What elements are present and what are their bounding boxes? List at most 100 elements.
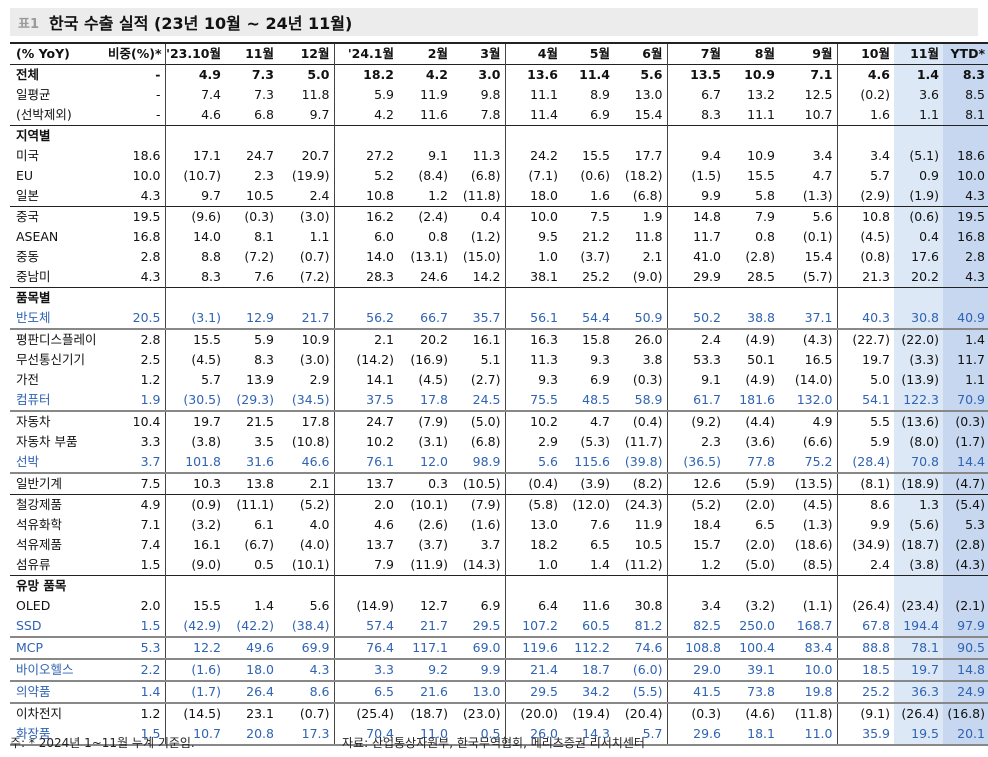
value-cell: (14.5) xyxy=(164,703,225,724)
value-cell: 81.2 xyxy=(614,616,667,638)
value-cell: 14.1 xyxy=(333,370,398,390)
row-label: 일본 xyxy=(16,188,40,203)
value-cell: 1.2 xyxy=(140,706,161,721)
value-cell: 7.5 xyxy=(590,209,610,224)
value-cell: 9.9 xyxy=(452,659,505,682)
value-cell: 5.5 xyxy=(836,411,894,432)
empty-cell xyxy=(666,125,725,146)
value-cell: 15.5 xyxy=(747,168,775,183)
value-cell: (3.7) xyxy=(418,537,448,552)
value-cell: 3.7 xyxy=(480,537,501,552)
value-cell: 3.6 xyxy=(894,85,943,105)
source-note: 자료: 산업통상자원부, 한국무역협회, 메리츠증권 리서치센터 xyxy=(342,736,645,750)
value-cell: 1.6 xyxy=(836,105,894,126)
row-label: 섬유류 xyxy=(16,557,51,572)
value-cell: 12.5 xyxy=(804,87,833,102)
value-cell: 8.1 xyxy=(254,229,274,244)
value-cell: 4.6 xyxy=(333,515,398,535)
empty-cell xyxy=(452,126,505,147)
value-cell: 18.2 xyxy=(504,535,562,555)
table-row: SSD 1.5 (42.9) (42.2) (38.4) 57.4 21.7 29.5 107.… xyxy=(10,616,988,638)
value-cell: 10.4 xyxy=(132,414,161,429)
value-cell: (3.9) xyxy=(580,476,610,491)
value-cell: (6.0) xyxy=(614,659,667,682)
empty-cell xyxy=(164,125,225,146)
value-cell: (38.4) xyxy=(278,616,334,638)
value-cell: (6.6) xyxy=(802,434,833,449)
empty-cell xyxy=(894,575,943,596)
value-cell: 9.5 xyxy=(504,227,562,247)
value-cell: (3.2) xyxy=(745,598,775,613)
value-cell: 16.1 xyxy=(472,332,501,347)
value-cell: 5.9 xyxy=(836,432,894,452)
row-label: OLED xyxy=(16,598,51,613)
value-cell: 20.2 xyxy=(894,267,943,288)
table-row: 화장품 1.5 10.7 20.8 17.3 70.4 11.0 0.5 26.0 14.3 5.7… xyxy=(10,724,988,746)
value-cell: 54.1 xyxy=(836,390,894,412)
value-cell: 2.1 xyxy=(333,329,398,350)
value-cell: 9.9 xyxy=(836,515,894,535)
value-cell: (5.9) xyxy=(745,476,775,491)
value-cell: 13.7 xyxy=(333,473,398,495)
value-cell: 5.6 xyxy=(504,452,562,474)
value-cell: (0.1) xyxy=(802,229,833,244)
row-label: 자동차 부품 xyxy=(16,434,78,449)
value-cell: (2.6) xyxy=(418,517,448,532)
value-cell: 100.4 xyxy=(725,637,779,660)
value-cell: 6.5 xyxy=(590,537,610,552)
value-cell: (2.1) xyxy=(943,596,988,616)
value-cell: 57.4 xyxy=(333,616,398,638)
value-cell: (9.0) xyxy=(632,269,663,284)
header-cell: 비중(%)* xyxy=(108,46,162,61)
value-cell: 1.4 xyxy=(254,598,274,613)
footnote: 주: * 2024년 1~11월 누계 기준임. xyxy=(10,736,195,750)
empty-cell xyxy=(725,126,779,147)
value-cell: 69.9 xyxy=(278,637,334,660)
value-cell: 9.1 xyxy=(666,370,725,390)
row-label: 중동 xyxy=(16,249,40,264)
value-cell: 6.9 xyxy=(480,598,501,613)
empty-cell xyxy=(614,288,667,309)
value-cell: 12.9 xyxy=(225,308,278,330)
value-cell: 7.5 xyxy=(140,476,161,491)
value-cell: 10.5 xyxy=(246,188,274,203)
value-cell: 1.2 xyxy=(666,555,725,576)
export-table: (% YoY) 비중(%)* '23.10월 11월 12월 '24.1월 2월 3월 4월 5월… xyxy=(10,42,988,746)
value-cell: 10.0 xyxy=(943,166,988,186)
value-cell: (6.8) xyxy=(470,168,501,183)
value-cell: (2.8) xyxy=(943,535,988,555)
row-label: EU xyxy=(16,168,34,183)
value-cell: 7.4 xyxy=(164,85,225,105)
value-cell: 58.9 xyxy=(614,390,667,412)
value-cell: (34.5) xyxy=(278,390,334,412)
value-cell: (18.6) xyxy=(794,537,833,552)
table-row: 바이오헬스 2.2 (1.6) 18.0 4.3 3.3 9.2 9.9 21.4 18.7 (6.… xyxy=(10,659,988,682)
value-cell: 18.6 xyxy=(943,146,988,166)
value-cell: 7.3 xyxy=(251,67,274,82)
empty-cell xyxy=(894,125,943,146)
value-cell: 2.3 xyxy=(254,168,274,183)
value-cell: 168.7 xyxy=(779,616,837,638)
value-cell: 10.0 xyxy=(132,168,161,183)
value-cell: 11.3 xyxy=(472,148,501,163)
value-cell: 26.0 xyxy=(634,332,663,347)
value-cell: 76.1 xyxy=(333,452,398,474)
value-cell: 1.4 xyxy=(108,681,165,704)
value-cell: 3.7 xyxy=(108,452,165,474)
value-cell: 11.9 xyxy=(420,87,448,102)
value-cell: 18.2 xyxy=(333,64,398,85)
empty-cell xyxy=(225,576,278,597)
value-cell: (4.5) xyxy=(802,497,833,512)
header-cell: 10월 xyxy=(836,43,894,65)
value-cell: 8.3 xyxy=(943,64,988,85)
table-row: 일평균 -7.4 7.3 11.8 5.9 11.9 9.8 11.1 8.9 13.0 6.7 13… xyxy=(10,85,988,105)
value-cell: 11.6 xyxy=(582,598,610,613)
value-cell: 24.2 xyxy=(504,146,562,166)
value-cell: (24.3) xyxy=(624,497,663,512)
value-cell: 6.9 xyxy=(590,372,610,387)
value-cell: 29.5 xyxy=(504,681,562,704)
value-cell: 74.6 xyxy=(614,637,667,660)
value-cell: 30.8 xyxy=(634,598,663,613)
value-cell: (1.9) xyxy=(894,186,943,207)
value-cell: 181.6 xyxy=(725,390,779,412)
